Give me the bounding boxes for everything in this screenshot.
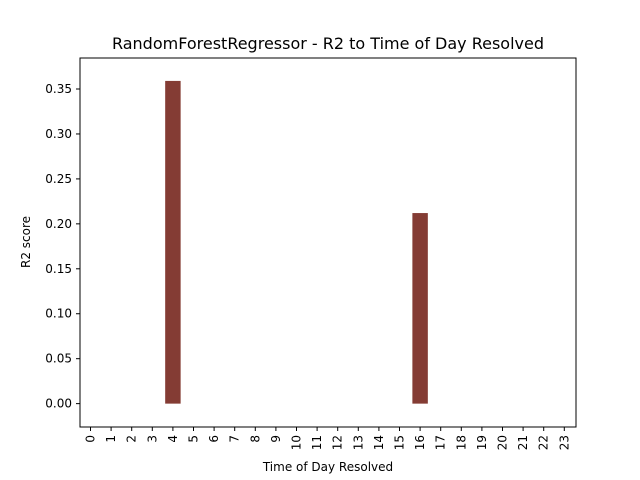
x-tick-label: 2 bbox=[125, 435, 139, 443]
x-axis-title: Time of Day Resolved bbox=[262, 460, 393, 474]
x-tick-label: 8 bbox=[248, 435, 262, 443]
x-tick-label: 12 bbox=[331, 435, 345, 450]
x-tick-label: 18 bbox=[454, 435, 468, 450]
x-tick-label: 14 bbox=[372, 435, 386, 450]
y-tick-label: 0.35 bbox=[45, 82, 72, 96]
x-tick-label: 21 bbox=[516, 435, 530, 450]
x-tick-label: 4 bbox=[166, 435, 180, 443]
x-tick-label: 23 bbox=[557, 435, 571, 450]
plot-area: 0 1 2 3 4 5 6 7 8 9 10 11 12 13 14 15 16 17 18 19 20 21 22 23 0… bbox=[45, 57, 577, 450]
x-tick-label: 3 bbox=[145, 435, 159, 443]
plot-frame bbox=[79, 57, 577, 428]
x-tick-label: 15 bbox=[393, 435, 407, 450]
bar-16 bbox=[412, 213, 428, 404]
x-tick-label: 16 bbox=[413, 435, 427, 450]
bars-group bbox=[165, 80, 428, 404]
y-tick-label: 0.20 bbox=[45, 217, 72, 231]
y-tick-label: 0.00 bbox=[45, 397, 72, 411]
x-tick-label: 7 bbox=[228, 435, 242, 443]
y-tick-label: 0.05 bbox=[45, 352, 72, 366]
x-tick-label: 11 bbox=[310, 435, 324, 450]
x-tick-label: 22 bbox=[537, 435, 551, 450]
x-tick-label: 20 bbox=[496, 435, 510, 450]
y-tick-label: 0.30 bbox=[45, 127, 72, 141]
y-tick-label: 0.25 bbox=[45, 172, 72, 186]
x-tick-label: 9 bbox=[269, 435, 283, 443]
x-tick-label: 1 bbox=[104, 435, 118, 443]
x-tick-label: 19 bbox=[475, 435, 489, 450]
x-axis-ticks: 0 1 2 3 4 5 6 7 8 9 10 11 12 13 14 15 16 17 18 19 20 21 22 23 bbox=[84, 427, 571, 450]
y-tick-label: 0.10 bbox=[45, 307, 72, 321]
x-tick-label: 6 bbox=[207, 435, 221, 443]
chart-title: RandomForestRegressor - R2 to Time of Da… bbox=[112, 34, 544, 53]
y-axis-title: R2 score bbox=[19, 216, 33, 268]
y-tick-label: 0.15 bbox=[45, 262, 72, 276]
x-tick-label: 0 bbox=[84, 435, 98, 443]
bar-4 bbox=[165, 80, 181, 404]
y-axis-ticks: 0.00 0.05 0.10 0.15 0.20 0.25 0.30 0.35 bbox=[45, 82, 80, 411]
x-tick-label: 13 bbox=[351, 435, 365, 450]
x-tick-label: 5 bbox=[187, 435, 201, 443]
x-tick-label: 10 bbox=[290, 435, 304, 450]
x-tick-label: 17 bbox=[434, 435, 448, 450]
